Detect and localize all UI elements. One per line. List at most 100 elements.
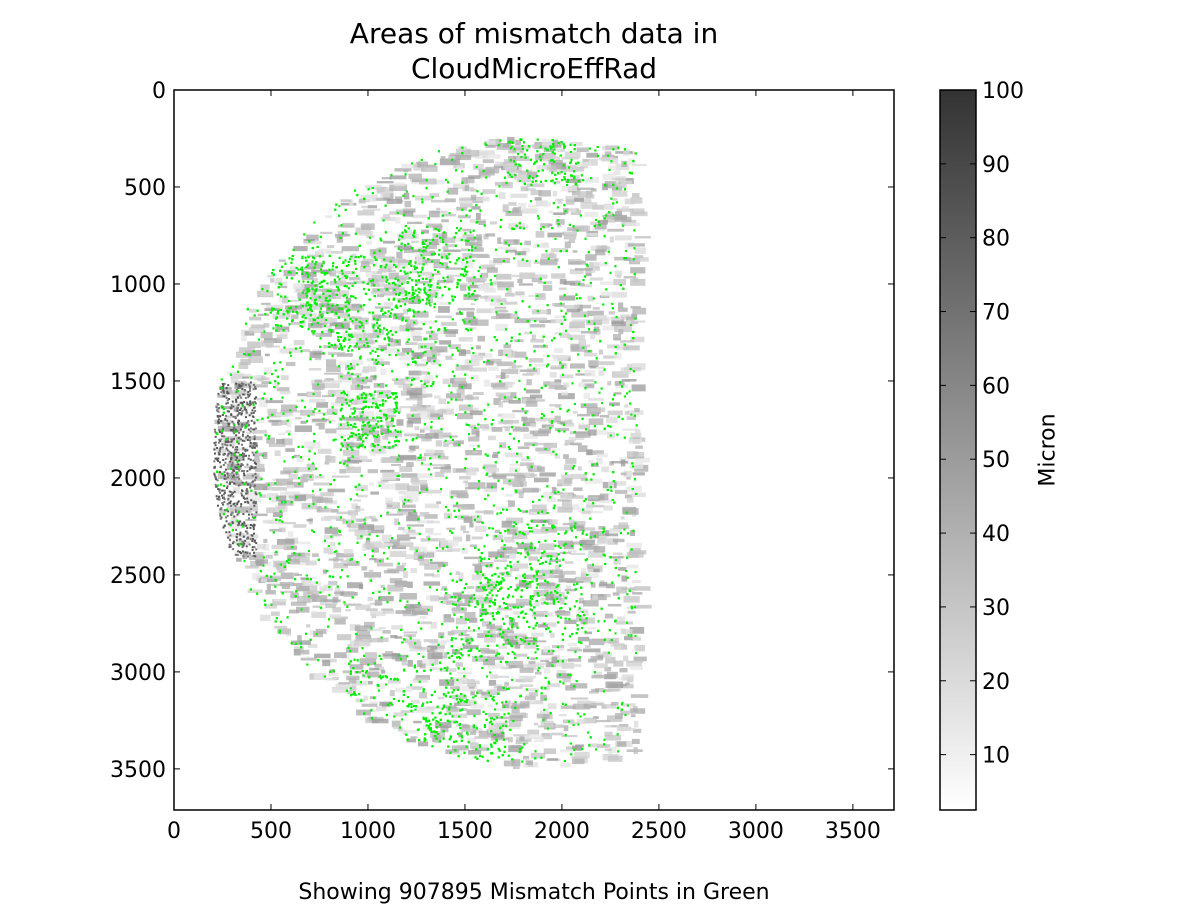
cloud-pixel-dark <box>246 500 249 503</box>
cloud-pixel-patch <box>626 660 643 667</box>
cloud-pixel-patch <box>327 352 346 356</box>
cloud-pixel-dark <box>234 451 237 454</box>
cloud-pixel-patch <box>621 674 634 681</box>
cloud-pixel-patch <box>380 291 398 296</box>
cloud-pixel-patch <box>407 581 413 589</box>
cloud-pixel-patch <box>307 322 324 329</box>
cloud-pixel-patch <box>317 316 333 324</box>
cloud-pixel-patch <box>438 398 447 405</box>
cloud-pixel-dark <box>213 442 216 445</box>
cloud-pixel-patch <box>394 636 403 639</box>
cloud-pixel-patch <box>405 327 423 331</box>
cloud-pixel-patch <box>403 308 408 315</box>
cloud-pixel-patch <box>456 388 465 395</box>
cloud-pixel-patch <box>593 262 609 267</box>
cloud-pixel-patch <box>310 295 329 302</box>
cloud-pixel-dark <box>240 463 243 466</box>
cloud-pixel-patch <box>270 611 280 616</box>
cloud-pixel-patch <box>395 483 410 491</box>
cloud-pixel-dark <box>237 521 240 524</box>
cloud-pixel-patch <box>438 301 453 305</box>
cloud-pixel-patch <box>343 563 360 566</box>
cloud-pixel-patch <box>451 720 456 724</box>
cloud-pixel-patch <box>609 481 627 486</box>
cloud-pixel-patch <box>291 640 302 646</box>
cloud-pixel-patch <box>265 482 283 486</box>
cloud-pixel-patch <box>618 329 624 335</box>
cloud-pixel-patch <box>344 460 362 463</box>
cloud-pixel-patch <box>280 470 291 475</box>
cloud-pixel-patch <box>527 700 544 705</box>
cloud-pixel-patch <box>550 162 567 170</box>
cloud-pixel-patch <box>597 538 615 545</box>
cloud-pixel-patch <box>557 499 570 502</box>
cloud-pixel-patch <box>463 294 479 301</box>
cloud-pixel-patch <box>504 682 509 686</box>
cloud-pixel-patch <box>311 611 327 618</box>
cloud-pixel-patch <box>585 194 595 199</box>
cloud-pixel-dark <box>249 427 252 430</box>
cloud-pixel-patch <box>565 685 576 691</box>
cloud-pixel-patch <box>292 582 303 587</box>
cloud-pixel-patch <box>240 358 251 366</box>
cloud-pixel-dark <box>244 450 247 453</box>
cloud-pixel-dark <box>237 423 240 426</box>
cloud-pixel-patch <box>560 705 576 709</box>
cloud-pixel-patch <box>483 379 491 387</box>
cloud-pixel-patch <box>293 339 305 346</box>
cloud-pixel-patch <box>432 573 440 578</box>
cloud-pixel-patch <box>565 495 584 499</box>
cloud-pixel-patch <box>505 210 523 216</box>
cloud-pixel-patch <box>245 519 257 522</box>
cloud-pixel-patch <box>370 611 386 617</box>
cloud-pixel-patch <box>325 604 336 609</box>
cloud-pixel-patch <box>260 291 272 297</box>
cloud-pixel-dark <box>219 387 222 390</box>
cloud-pixel-dark <box>245 454 248 457</box>
cloud-pixel-patch <box>597 744 611 749</box>
cloud-pixel-patch <box>608 402 620 406</box>
cloud-pixel-dark <box>243 474 246 477</box>
cloud-pixel-patch <box>311 332 321 336</box>
cloud-pixel-patch <box>377 314 393 319</box>
cloud-pixel-patch <box>322 660 331 667</box>
cloud-pixel-dark <box>252 454 255 457</box>
cloud-pixel-patch <box>519 736 525 741</box>
cloud-pixel-patch <box>241 335 247 342</box>
cloud-pixel-patch <box>457 514 470 520</box>
cloud-pixel-dark <box>251 546 254 549</box>
cloud-pixel-dark <box>246 492 249 495</box>
cloud-pixel-patch <box>442 246 449 250</box>
cloud-pixel-dark <box>251 481 254 484</box>
cloud-pixel-patch <box>361 397 378 403</box>
cloud-pixel-patch <box>523 417 535 424</box>
cloud-pixel-patch <box>277 628 292 635</box>
cloud-pixel-patch <box>612 371 629 378</box>
cloud-pixel-dark <box>229 460 232 463</box>
cloud-pixel-dark <box>246 403 249 406</box>
cloud-pixel-patch <box>460 699 477 706</box>
cloud-pixel-patch <box>437 306 450 313</box>
cloud-pixel-patch <box>634 428 641 435</box>
cloud-pixel-patch <box>584 349 593 353</box>
cloud-pixel-dark <box>250 465 253 468</box>
cloud-pixel-patch <box>593 326 600 333</box>
cloud-pixel-patch <box>530 657 536 661</box>
cloud-pixel-patch <box>403 491 421 496</box>
cloud-pixel-patch <box>392 313 404 320</box>
cloud-pixel-patch <box>592 204 604 210</box>
cloud-pixel-patch <box>563 725 569 732</box>
cloud-pixel-patch <box>421 436 432 442</box>
cloud-pixel-patch <box>417 647 431 650</box>
cloud-pixel-patch <box>460 728 473 733</box>
cloud-pixel-patch <box>410 331 422 338</box>
cloud-pixel-patch <box>602 325 618 331</box>
cloud-pixel-patch <box>377 392 392 399</box>
cloud-pixel-patch <box>613 660 624 667</box>
cloud-pixel-patch <box>432 225 443 231</box>
cloud-pixel-patch <box>552 302 559 307</box>
cloud-pixel-dark <box>228 450 231 453</box>
cloud-pixel-patch <box>588 397 604 401</box>
cloud-pixel-patch <box>288 473 299 480</box>
cloud-pixel-patch <box>543 442 558 448</box>
